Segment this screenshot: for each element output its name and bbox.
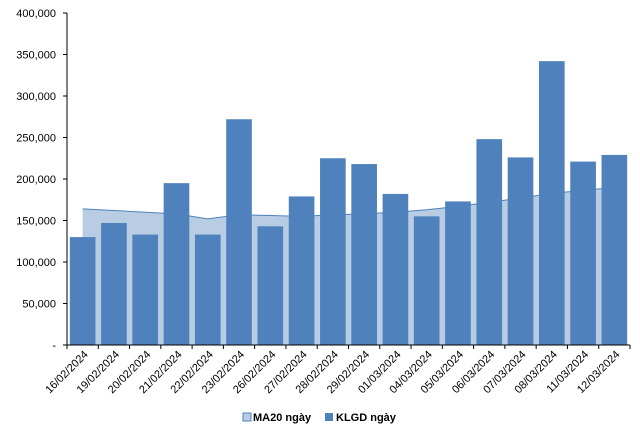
y-tick-label: 200,000: [16, 174, 56, 186]
klgd-bar: [320, 158, 346, 345]
klgd-bar: [288, 196, 315, 345]
klgd-bar: [445, 201, 471, 345]
y-tick-label: -: [52, 340, 56, 352]
x-tick-labels: 16/02/202419/02/202420/02/202421/02/2024…: [43, 345, 631, 396]
klgd-bar: [601, 154, 628, 345]
bar-layer: [69, 61, 628, 346]
klgd-bar: [194, 234, 221, 345]
legend-label-klgd: KLGD ngày: [336, 412, 397, 424]
y-tick-label: 350,000: [16, 50, 56, 62]
y-tick-label: 300,000: [16, 91, 56, 103]
klgd-bar: [163, 183, 190, 345]
klgd-bar: [538, 61, 565, 345]
y-tick-label: 50,000: [22, 299, 56, 311]
klgd-bar: [101, 222, 127, 345]
klgd-bar: [351, 164, 377, 345]
klgd-bar: [69, 237, 96, 345]
y-tick-label: 150,000: [16, 216, 56, 228]
klgd-bar: [382, 193, 409, 345]
klgd-bar: [507, 157, 534, 345]
legend: MA20 ngày KLGD ngày: [242, 412, 397, 424]
klgd-bar: [257, 226, 284, 345]
klgd-bar: [476, 139, 503, 345]
legend-label-ma20: MA20 ngày: [253, 412, 312, 424]
klgd-bar: [413, 216, 440, 345]
legend-swatch-ma20: [242, 412, 252, 422]
y-tick-labels: - 50,000 100,000 150,000 200,000 250,000 300,0…: [16, 8, 67, 352]
y-tick-label: 400,000: [16, 8, 56, 20]
ma20-area: [82, 187, 615, 345]
y-tick-label: 250,000: [16, 133, 56, 145]
klgd-bar: [226, 119, 252, 346]
klgd-bar: [132, 234, 159, 345]
legend-swatch-klgd: [325, 413, 333, 421]
klgd-bar: [570, 161, 596, 345]
ma20-area-layer: [82, 186, 615, 345]
y-tick-label: 100,000: [16, 257, 56, 269]
